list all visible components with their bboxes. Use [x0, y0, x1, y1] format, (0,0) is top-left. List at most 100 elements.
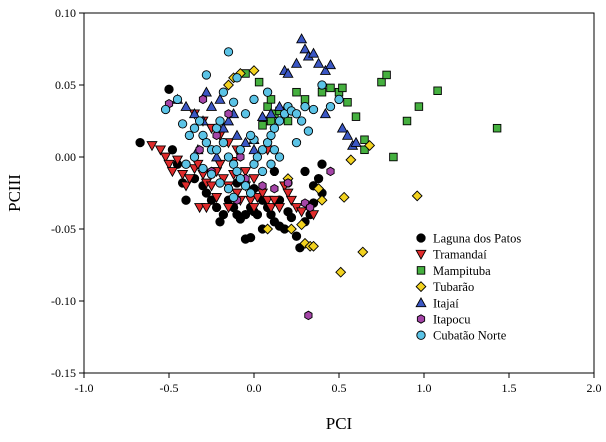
- data-point: [307, 47, 320, 58]
- legend-marker: [415, 297, 427, 308]
- data-point: [205, 181, 218, 192]
- data-point: [336, 122, 348, 133]
- data-point: [262, 195, 274, 206]
- data-point: [249, 94, 259, 105]
- data-point: [194, 116, 205, 126]
- data-point: [492, 123, 502, 133]
- data-point: [296, 116, 307, 126]
- data-point: [232, 73, 242, 83]
- data-point: [313, 173, 324, 184]
- data-point: [146, 141, 158, 152]
- data-point: [201, 188, 212, 198]
- legend-label: Mampituba: [433, 264, 491, 278]
- data-point: [240, 109, 251, 119]
- data-point: [286, 212, 297, 223]
- data-point: [135, 137, 145, 148]
- data-point: [248, 144, 260, 155]
- data-point: [223, 152, 234, 162]
- data-point: [181, 195, 191, 205]
- data-point: [414, 102, 424, 111]
- data-point: [300, 166, 310, 177]
- data-point: [262, 223, 274, 235]
- data-point: [248, 174, 260, 185]
- data-point: [180, 181, 192, 192]
- data-point: [258, 121, 267, 130]
- legend-marker: [415, 281, 427, 293]
- data-point: [215, 116, 225, 126]
- y-tick-label: 0.00: [55, 150, 76, 164]
- data-point: [195, 145, 204, 155]
- data-point: [326, 166, 335, 177]
- data-point: [192, 159, 204, 170]
- y-tick-label: 0.05: [55, 78, 76, 92]
- data-point: [167, 145, 178, 155]
- data-point: [433, 86, 442, 95]
- y-tick-label: -0.05: [51, 222, 76, 236]
- data-point: [218, 87, 229, 97]
- data-point: [228, 192, 239, 202]
- data-point: [273, 203, 286, 214]
- data-point: [291, 109, 302, 119]
- data-point: [351, 112, 361, 121]
- data-point: [189, 123, 200, 133]
- data-point: [296, 207, 308, 218]
- data-point: [307, 210, 320, 221]
- data-point: [292, 87, 301, 97]
- data-point: [252, 209, 263, 220]
- data-point: [201, 70, 212, 80]
- data-point: [223, 184, 234, 194]
- y-tick-label: -0.15: [51, 366, 76, 380]
- data-point: [251, 193, 263, 204]
- legend-label: Tubarão: [433, 280, 474, 294]
- data-point: [364, 140, 376, 151]
- data-point: [291, 137, 302, 148]
- data-point: [160, 104, 171, 115]
- legend-marker: [416, 233, 426, 243]
- x-tick-label: 0.5: [332, 381, 347, 395]
- data-point: [377, 77, 386, 87]
- data-point: [285, 223, 297, 235]
- data-point: [266, 95, 276, 104]
- x-tick-label: 2.0: [587, 381, 602, 395]
- data-point: [240, 181, 251, 191]
- x-tick-label: 1.0: [417, 381, 432, 395]
- data-point: [205, 100, 218, 111]
- data-point: [171, 155, 184, 166]
- legend-label: Itajaí: [433, 296, 459, 310]
- series-cubat-o-norte: [160, 47, 344, 202]
- x-axis-title: PCI: [326, 414, 353, 433]
- data-point: [274, 116, 285, 126]
- data-point: [154, 145, 167, 156]
- legend-marker: [416, 314, 426, 324]
- x-tick-label: -1.0: [75, 381, 94, 395]
- data-point: [300, 101, 310, 112]
- data-point: [211, 193, 223, 204]
- data-point: [184, 130, 195, 141]
- data-point: [198, 94, 208, 105]
- data-point: [296, 219, 308, 231]
- data-point: [338, 191, 350, 203]
- data-point: [194, 203, 206, 214]
- data-point: [180, 100, 192, 111]
- legend-marker: [416, 266, 426, 275]
- data-point: [218, 137, 229, 148]
- legend: Laguna dos Patos Tramandaí Mampituba Tubarã…: [415, 232, 521, 343]
- x-tick-label: 1.5: [502, 381, 517, 395]
- data-point: [200, 203, 212, 214]
- data-point: [313, 57, 325, 68]
- data-point: [222, 203, 235, 214]
- data-point: [389, 152, 398, 162]
- data-point: [245, 188, 256, 198]
- data-point: [290, 57, 303, 68]
- data-point: [285, 195, 297, 206]
- data-point: [198, 163, 208, 174]
- y-tick-label: -0.10: [51, 294, 76, 308]
- data-point: [188, 108, 201, 119]
- data-point: [319, 64, 331, 75]
- data-point: [201, 137, 212, 148]
- data-point: [268, 195, 280, 206]
- data-point: [224, 109, 233, 119]
- data-point: [343, 98, 352, 107]
- data-point: [231, 129, 243, 140]
- data-point: [266, 159, 276, 169]
